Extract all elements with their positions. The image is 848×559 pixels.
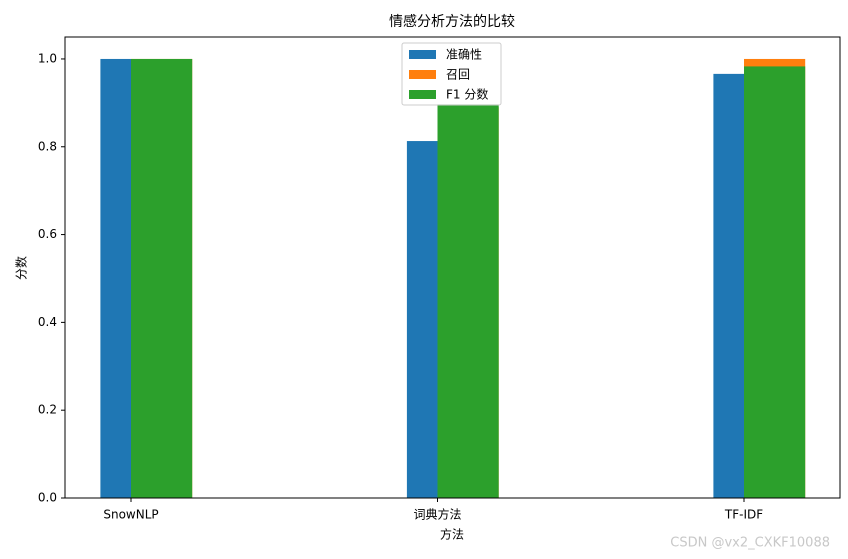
chart-title: 情感分析方法的比较 bbox=[389, 13, 515, 30]
y-tick-label: 0.4 bbox=[38, 315, 57, 329]
y-tick-label: 1.0 bbox=[38, 51, 57, 65]
x-tick-label: 词典方法 bbox=[413, 507, 461, 522]
y-tick-label: 0.8 bbox=[38, 139, 57, 153]
y-tick-label: 0.6 bbox=[38, 227, 57, 241]
y-tick-label: 0.2 bbox=[38, 403, 57, 417]
bar bbox=[744, 66, 806, 498]
y-tick-label: 0.0 bbox=[38, 491, 57, 505]
x-tick-label: TF-IDF bbox=[724, 508, 763, 522]
legend-swatch bbox=[409, 50, 436, 59]
bar bbox=[131, 58, 193, 498]
bar bbox=[406, 141, 438, 498]
legend-label: 召回 bbox=[446, 68, 470, 82]
x-tick-label: SnowNLP bbox=[103, 508, 158, 522]
legend-swatch bbox=[409, 70, 436, 79]
y-axis-label: 分数 bbox=[14, 256, 29, 280]
bar bbox=[437, 104, 499, 498]
legend-swatch bbox=[409, 90, 436, 99]
x-axis-label: 方法 bbox=[440, 527, 464, 542]
legend-label: F1 分数 bbox=[446, 87, 488, 102]
bar bbox=[100, 58, 131, 498]
plot-frame bbox=[64, 36, 841, 499]
watermark: CSDN @vx2_CXKF10088 bbox=[670, 536, 830, 551]
bar bbox=[713, 73, 744, 498]
legend-label: 准确性 bbox=[446, 48, 482, 62]
